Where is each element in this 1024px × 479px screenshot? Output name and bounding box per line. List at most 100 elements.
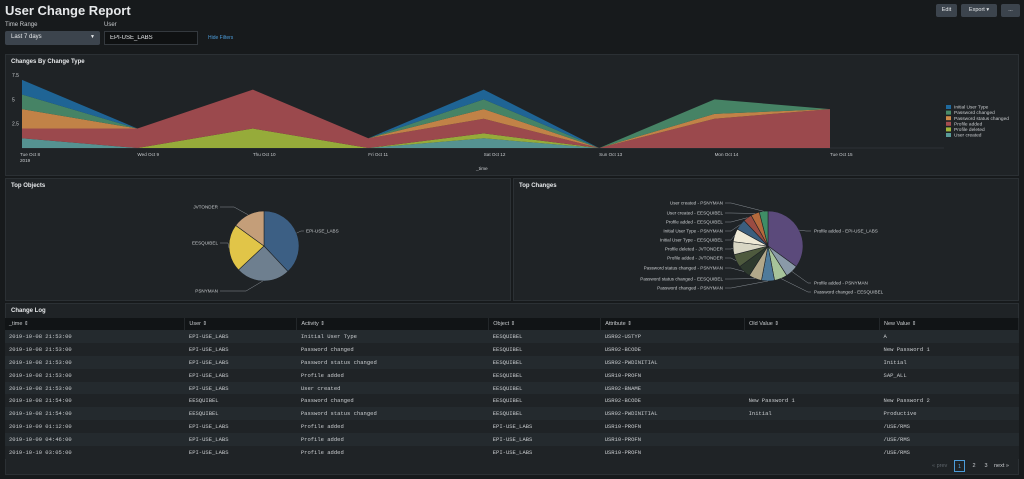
- pie-leader-line: [791, 271, 811, 284]
- dashboard-header: User Change Report Edit Export ▾ ... Tim…: [0, 0, 1024, 50]
- table-cell: EESQUIBEL: [488, 330, 601, 343]
- pie-label: EPI-USE_LABS: [306, 229, 339, 234]
- table-cell: EESQUIBEL: [488, 394, 601, 408]
- table-cell: 2019-10-08 21:53:00: [5, 342, 185, 356]
- x-tick-label: Tue Oct 15: [830, 152, 853, 157]
- table-cell: [879, 381, 1019, 395]
- table-row[interactable]: 2019-10-08 21:53:00 EPI-USE_LABS Password …: [5, 342, 1019, 356]
- table-cell: USR10-PROFN: [600, 433, 745, 447]
- table-row[interactable]: 2019-10-08 21:54:00 EESQUIBEL Password cha…: [5, 394, 1019, 408]
- time-range-dropdown[interactable]: Last 7 days ▼: [5, 31, 100, 45]
- table-cell: USR02-PWDINITIAL: [600, 355, 745, 369]
- column-header[interactable]: Object ⇕: [488, 318, 602, 330]
- table-cell: /USE/RMS: [879, 433, 1019, 447]
- area-series: [22, 138, 830, 148]
- panel-title: Change Log: [11, 308, 46, 314]
- pie-label: JVTONDER: [193, 205, 218, 210]
- table-cell: Initial: [744, 407, 880, 421]
- table-cell: USR10-PROFN: [600, 368, 745, 382]
- export-button[interactable]: Export ▾: [961, 4, 997, 17]
- table-cell: EPI-USE_LABS: [184, 433, 297, 447]
- pie-slice: [758, 210, 769, 247]
- table-cell: Password changed: [296, 394, 489, 408]
- table-cell: [744, 446, 880, 459]
- column-header[interactable]: Activity ⇕: [296, 318, 490, 330]
- page-1-button[interactable]: 1: [954, 460, 965, 472]
- area-series: [22, 128, 830, 148]
- column-header[interactable]: New Value ⇕: [879, 318, 1019, 330]
- table-cell: 2019-10-08 21:53:00: [5, 381, 185, 395]
- time-range-value: Last 7 days: [11, 34, 42, 40]
- table-cell: Profile added: [296, 433, 489, 447]
- page-title: User Change Report: [5, 3, 131, 18]
- time-range-label: Time Range: [5, 22, 38, 28]
- table-cell: Password changed: [296, 342, 489, 356]
- pie-leader-line: [725, 235, 735, 241]
- area-series: [22, 79, 830, 148]
- pie-label: PSNYMAN: [195, 289, 218, 294]
- column-header[interactable]: Attribute ⇕: [600, 318, 746, 330]
- pie-label: EESQUIBEL: [192, 241, 218, 246]
- table-cell: /USE/RMS: [879, 446, 1019, 459]
- page-2-button[interactable]: 2: [972, 463, 976, 469]
- table-cell: Password status changed: [296, 355, 489, 369]
- more-button[interactable]: ...: [1001, 4, 1020, 17]
- table-row[interactable]: 2019-10-08 21:53:00 EPI-USE_LABS Password …: [5, 355, 1019, 369]
- table-row[interactable]: 2019-10-08 21:54:00 EESQUIBEL Password sta…: [5, 407, 1019, 421]
- page-3-button[interactable]: 3: [984, 463, 988, 469]
- pie-label: Initial User Type - EESQUIBEL: [660, 238, 723, 243]
- table-row[interactable]: 2019-10-10 03:05:00 EPI-USE_LABS Profile a…: [5, 446, 1019, 459]
- legend-swatch: [946, 110, 951, 115]
- table-row[interactable]: 2019-10-08 21:53:00 EPI-USE_LABS Initial U…: [5, 330, 1019, 343]
- table-cell: New Password 1: [744, 394, 880, 408]
- pie-leader-line: [296, 230, 304, 234]
- table-cell: USR02-BCODE: [600, 394, 745, 408]
- pie-leader-line: [780, 278, 811, 293]
- table-cell: [744, 355, 880, 369]
- table-cell: 2019-10-08 21:53:00: [5, 330, 185, 343]
- table-cell: EPI-USE_LABS: [488, 420, 601, 434]
- next-page-link[interactable]: next »: [994, 463, 1009, 469]
- x-tick-label: Tue Oct 8: [20, 152, 40, 157]
- legend-swatch: [946, 121, 951, 126]
- hide-filters-link[interactable]: Hide Filters: [208, 35, 234, 41]
- legend-label: User created: [954, 133, 982, 139]
- pie-label: Password status changed - EESQUIBEL: [640, 277, 723, 282]
- table-cell: 2019-10-08 21:54:00: [5, 394, 185, 408]
- column-header[interactable]: _time ⇕: [5, 318, 186, 330]
- table-cell: EPI-USE_LABS: [488, 446, 601, 459]
- x-tick-label: 2019: [20, 158, 31, 163]
- legend-label: Profile deleted: [954, 127, 985, 133]
- legend-label: Profile added: [954, 121, 983, 127]
- pie-label: Profile deleted - JVTONDER: [665, 247, 724, 252]
- x-tick-label: Sun Oct 13: [599, 152, 622, 157]
- table-cell: EESQUIBEL: [488, 407, 601, 421]
- pie-leader-line: [725, 280, 769, 289]
- pie-label: Password changed - EESQUIBEL: [814, 290, 884, 295]
- user-input[interactable]: [104, 31, 198, 45]
- table-cell: EESQUIBEL: [488, 381, 601, 395]
- pie-leader-line: [725, 217, 748, 223]
- pie-label: Profile added - PSNYMAN: [814, 281, 868, 286]
- table-cell: Password status changed: [296, 407, 489, 421]
- edit-button[interactable]: Edit: [936, 4, 957, 17]
- table-row[interactable]: 2019-10-09 04:46:00 EPI-USE_LABS Profile a…: [5, 433, 1019, 447]
- table-cell: Initial: [879, 355, 1019, 369]
- pie-leader-line: [725, 257, 737, 262]
- column-header[interactable]: User ⇕: [184, 318, 298, 330]
- pie-slice: [235, 210, 265, 247]
- table-row[interactable]: 2019-10-09 01:12:00 EPI-USE_LABS Profile a…: [5, 420, 1019, 434]
- table-cell: New Password 1: [879, 342, 1019, 356]
- table-cell: EPI-USE_LABS: [184, 330, 297, 343]
- table-cell: EPI-USE_LABS: [184, 381, 297, 395]
- panel-title: Changes By Change Type: [11, 59, 85, 65]
- column-header[interactable]: Old Value ⇕: [744, 318, 881, 330]
- table-cell: USR02-BCODE: [600, 342, 745, 356]
- table-cell: EESQUIBEL: [488, 368, 601, 382]
- table-row[interactable]: 2019-10-08 21:53:00 EPI-USE_LABS Profile a…: [5, 368, 1019, 382]
- table-row[interactable]: 2019-10-08 21:53:00 EPI-USE_LABS User crea…: [5, 381, 1019, 395]
- prev-page-link[interactable]: « prev: [932, 463, 948, 469]
- pie-leader-line: [725, 247, 734, 250]
- legend-label: Password changed: [954, 110, 995, 116]
